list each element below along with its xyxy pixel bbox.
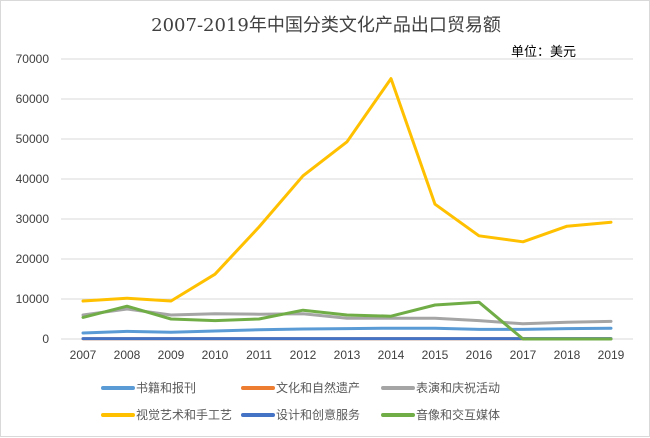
x-tick-label: 2008: [114, 348, 141, 362]
legend-label: 书籍和报刊: [136, 380, 196, 395]
x-tick-label: 2017: [510, 348, 537, 362]
y-tick-label: 20000: [16, 252, 50, 266]
y-tick-label: 0: [42, 332, 49, 346]
x-tick-label: 2016: [466, 348, 493, 362]
legend-label: 文化和自然遗产: [276, 380, 360, 395]
y-tick-label: 60000: [16, 92, 50, 106]
y-tick-label: 50000: [16, 132, 50, 146]
series-line: [81, 326, 613, 335]
x-tick-label: 2010: [202, 348, 229, 362]
legend-label: 音像和交互媒体: [416, 407, 500, 422]
y-tick-label: 70000: [16, 52, 50, 66]
x-tick-label: 2012: [290, 348, 317, 362]
y-tick-label: 30000: [16, 212, 50, 226]
series-line: [81, 77, 613, 303]
x-tick-label: 2014: [378, 348, 405, 362]
legend-label: 视觉艺术和手工艺: [136, 407, 232, 422]
series-line: [81, 300, 613, 341]
legend-label: 设计和创意服务: [276, 407, 360, 422]
chart-title: 2007-2019年中国分类文化产品出口贸易额: [151, 15, 501, 36]
series-line: [81, 307, 613, 326]
legend-label: 表演和庆祝活动: [416, 380, 500, 395]
x-tick-label: 2009: [158, 348, 185, 362]
x-tick-label: 2019: [598, 348, 625, 362]
x-tick-label: 2007: [70, 348, 97, 362]
y-tick-label: 10000: [16, 292, 50, 306]
x-tick-label: 2011: [246, 348, 272, 362]
x-tick-label: 2015: [422, 348, 449, 362]
x-tick-label: 2018: [554, 348, 581, 362]
x-tick-label: 2013: [334, 348, 361, 362]
y-tick-label: 40000: [16, 172, 50, 186]
unit-annotation: 单位：美元: [511, 45, 577, 60]
